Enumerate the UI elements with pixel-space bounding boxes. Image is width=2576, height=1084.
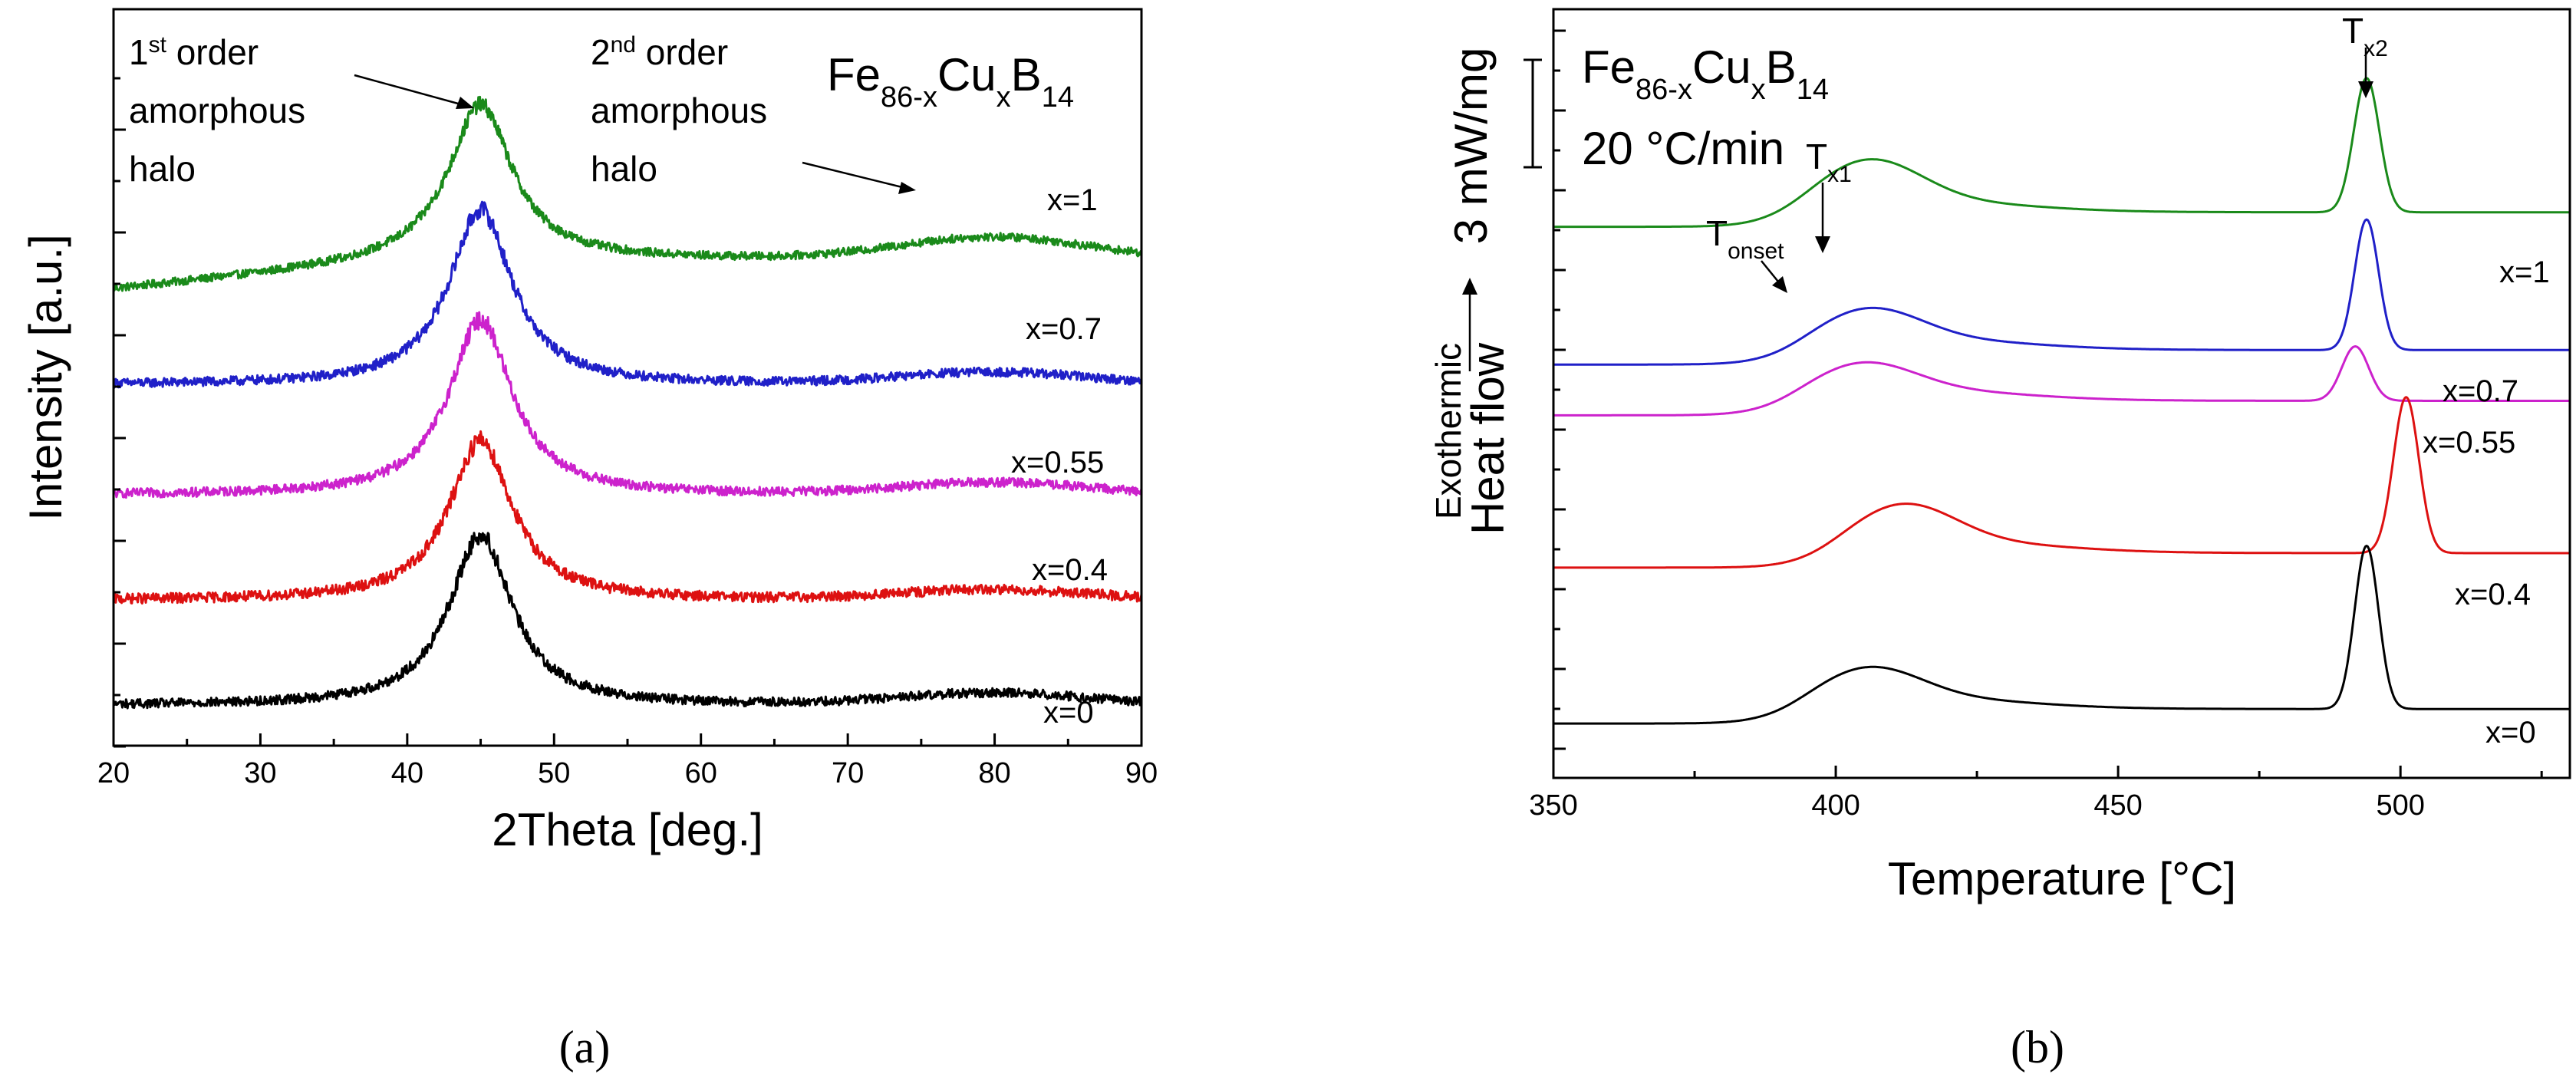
panel-b-x-tick-label: 350 bbox=[1529, 789, 1577, 822]
panel-b-tx2-label: Tx2 bbox=[2342, 11, 2388, 61]
panel-b-x-tick-label: 500 bbox=[2376, 789, 2424, 822]
panel-a-x-tick-label: 70 bbox=[832, 757, 864, 789]
second-order-arrowhead bbox=[898, 182, 916, 194]
panel-a-second-order-annotation: 2nd order amorphous halo bbox=[591, 32, 916, 194]
panel-b-series-label: x=1 bbox=[2499, 255, 2550, 289]
first-order-line3: halo bbox=[129, 149, 196, 189]
panel-a-formula-title: Fe86-xCuxB14 bbox=[827, 49, 1074, 114]
panel-a-series-label: x=0.55 bbox=[1011, 446, 1104, 479]
panel-b-exothermic-label: Exothermic bbox=[1428, 343, 1468, 519]
panel-a-series-x-1 bbox=[112, 95, 1142, 292]
panel-a-x-tick-label: 90 bbox=[1125, 757, 1158, 789]
panel-b-plot-frame bbox=[1552, 8, 2571, 779]
panel-a-series-label: x=0.4 bbox=[1032, 553, 1108, 587]
panel-a-series-labels: x=1 x=0.7 x=0.55 x=0.4 x=0 bbox=[1011, 183, 1108, 730]
panel-a-series-label: x=1 bbox=[1047, 183, 1098, 217]
panel-a-y-ticks bbox=[114, 77, 126, 748]
panel-a-x-tick-label: 80 bbox=[978, 757, 1010, 789]
second-order-line3: halo bbox=[591, 149, 657, 189]
panel-b-tonset-label: Tonset bbox=[1706, 213, 1784, 264]
panel-b-y-axis-title: Heat flow bbox=[1462, 342, 1514, 535]
panel-b: 350 400 450 500 Temperature [°C] Heat flow … bbox=[1428, 8, 2571, 1072]
panel-b-series-x-1 bbox=[1553, 77, 2570, 229]
panel-a-x-tick-label: 20 bbox=[97, 757, 130, 789]
panel-b-series-x-0 bbox=[1553, 545, 2570, 725]
panel-b-series-label: x=0.4 bbox=[2455, 578, 2531, 611]
panel-b-series-labels: x=1 x=0.7 x=0.55 x=0.4 x=0 bbox=[2423, 255, 2550, 750]
panel-b-scale-bar-label: 3 mW/mg bbox=[1445, 48, 1497, 245]
panel-a-series-label: x=0.7 bbox=[1026, 312, 1102, 346]
panel-a-x-tick-label: 30 bbox=[244, 757, 276, 789]
panel-a-series-x-0.7 bbox=[112, 200, 1143, 389]
panel-b-rate-label: 20 °C/min bbox=[1582, 123, 1784, 174]
panel-b-series-label: x=0.55 bbox=[2423, 426, 2515, 460]
panel-b-x-tick-label: 400 bbox=[1811, 789, 1860, 822]
panel-b-tx1-label: Tx1 bbox=[1806, 137, 1852, 187]
panel-a-x-tick-label: 50 bbox=[538, 757, 570, 789]
first-order-arrowhead bbox=[456, 97, 474, 109]
panel-a-x-tick-label: 60 bbox=[685, 757, 717, 789]
panel-b-series-x-0.7 bbox=[1553, 218, 2570, 366]
panel-b-x-tick-label: 450 bbox=[2093, 789, 2142, 822]
panel-a-series-x-0.4 bbox=[112, 430, 1143, 605]
panel-b-x-axis-title: Temperature [°C] bbox=[1888, 853, 2236, 904]
panel-a-series-x-0.55 bbox=[113, 311, 1143, 499]
panel-b-tx2-arrowhead bbox=[2358, 81, 2373, 98]
second-order-line1: 2nd order bbox=[591, 32, 728, 73]
first-order-line1: 1st order bbox=[129, 32, 259, 73]
second-order-arrow bbox=[802, 161, 909, 190]
panel-a-label: (a) bbox=[559, 1022, 611, 1072]
panel-a-first-order-annotation: 1st order amorphous halo bbox=[129, 32, 474, 189]
first-order-arrow bbox=[354, 74, 467, 107]
panel-b-series-label: x=0.7 bbox=[2443, 374, 2518, 408]
panel-b-series-x-0.55 bbox=[1553, 345, 2570, 417]
second-order-line2: amorphous bbox=[591, 91, 767, 130]
panel-a-series-label: x=0 bbox=[1043, 696, 1094, 730]
panel-b-series-x-0.4 bbox=[1553, 396, 2570, 569]
panel-a-y-axis-title: Intensity [a.u.] bbox=[20, 234, 71, 521]
panel-a-x-tick-label: 40 bbox=[391, 757, 423, 789]
panel-b-formula-title: Fe86-xCuxB14 bbox=[1582, 41, 1829, 106]
panel-b-tx1-arrowhead bbox=[1815, 236, 1830, 253]
panel-b-series-group bbox=[1553, 77, 2570, 725]
first-order-line2: amorphous bbox=[129, 91, 305, 130]
panel-b-x-ticks: 350 400 450 500 bbox=[1529, 766, 2543, 822]
panel-b-y-ticks bbox=[1553, 29, 1566, 750]
panel-b-series-label: x=0 bbox=[2485, 716, 2536, 750]
panel-a-x-ticks: 20 30 40 50 60 70 80 90 bbox=[97, 733, 1158, 789]
panel-a-series-x-0 bbox=[112, 532, 1143, 710]
panel-a-series-group bbox=[112, 95, 1143, 710]
panel-a: 20 30 40 50 60 70 80 90 2Theta [deg.] Intensity… bbox=[20, 8, 1158, 1072]
panel-b-label: (b) bbox=[2011, 1022, 2064, 1072]
panel-b-tonset-arrowhead bbox=[1772, 276, 1787, 293]
panel-b-exothermic-arrowhead bbox=[1462, 278, 1477, 295]
panel-a-x-axis-title: 2Theta [deg.] bbox=[492, 804, 763, 855]
panel-b-scale-bar: 3 mW/mg bbox=[1445, 48, 1542, 245]
